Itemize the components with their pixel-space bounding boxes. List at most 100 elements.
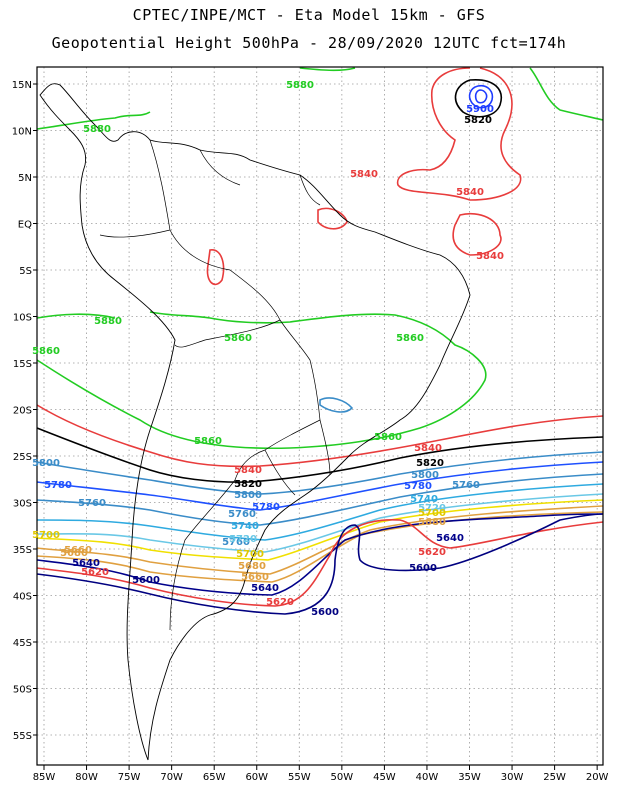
contour-label: 5620 bbox=[418, 547, 446, 558]
south-america-coastline bbox=[39, 83, 471, 761]
country-borders bbox=[99, 139, 331, 631]
contour-label: 5840 bbox=[456, 187, 484, 198]
lat-lon-grid bbox=[37, 67, 603, 765]
lat-label: 55S bbox=[13, 731, 32, 742]
contour-label: 5740 bbox=[231, 521, 259, 532]
lat-label: 45S bbox=[13, 638, 32, 649]
contour-5640 bbox=[36, 513, 604, 596]
contour-label: 5760 bbox=[452, 480, 480, 491]
contour-label: 5640 bbox=[251, 583, 279, 594]
contour-labels: 5880 5880 5880 5860 5860 5860 5860 5860 5840 5840… bbox=[32, 80, 504, 618]
lon-label: 80W bbox=[75, 772, 98, 783]
contour-5820 bbox=[36, 79, 604, 483]
contour-label: 5680 bbox=[238, 561, 266, 572]
contour-label: 5860 bbox=[374, 432, 402, 443]
contour-label: 5600 bbox=[311, 607, 339, 618]
contour-label: 5840 bbox=[234, 465, 262, 476]
contour-label: 5780 bbox=[404, 481, 432, 492]
title-line-2: Geopotential Height 500hPa - 28/09/2020 … bbox=[51, 34, 567, 52]
contour-5600 bbox=[36, 513, 604, 615]
lat-label: 5S bbox=[19, 266, 32, 277]
contour-label: 5700 bbox=[32, 530, 60, 541]
lat-label: 30S bbox=[13, 499, 32, 510]
contour-label: 5640 bbox=[72, 558, 100, 569]
lat-label: 40S bbox=[13, 592, 32, 603]
lat-label: 20S bbox=[13, 406, 32, 417]
lat-label: 10S bbox=[13, 313, 32, 324]
lon-label: 35W bbox=[458, 772, 481, 783]
contour-5900 bbox=[468, 84, 494, 109]
contour-label: 5760 bbox=[78, 498, 106, 509]
contour-5720 bbox=[36, 493, 604, 553]
lat-label: 35S bbox=[13, 545, 32, 556]
contour-label: 5600 bbox=[409, 563, 437, 574]
contour-label: 5800 bbox=[234, 490, 262, 501]
lat-label: 10N bbox=[12, 127, 32, 138]
contour-5760 bbox=[36, 473, 604, 526]
contour-label: 5660 bbox=[64, 545, 92, 556]
map-frame bbox=[36, 66, 604, 766]
contour-5740 bbox=[36, 483, 604, 541]
lon-label: 65W bbox=[203, 772, 226, 783]
contour-5620 bbox=[36, 519, 604, 607]
contour-5860 bbox=[36, 67, 487, 450]
contour-label: 5820 bbox=[234, 479, 262, 490]
contour-label: 5620 bbox=[266, 597, 294, 608]
contour-label: 5780 bbox=[44, 480, 72, 491]
lon-label: 85W bbox=[33, 772, 56, 783]
lon-label: 25W bbox=[543, 772, 566, 783]
title-line-1: CPTEC/INPE/MCT - Eta Model 15km - GFS bbox=[132, 6, 486, 24]
axis-ticks: 85W 80W 75W 70W 65W 60W 55W 50W 45W 40W 35W 30W 25W 2… bbox=[12, 80, 609, 783]
contour-label: 5880 bbox=[83, 124, 111, 135]
contour-label: 5720 bbox=[229, 534, 257, 545]
contour-label: 5880 bbox=[286, 80, 314, 91]
contour-label: 5860 bbox=[194, 436, 222, 447]
contour-label: 5620 bbox=[81, 567, 109, 578]
contour-5840 bbox=[36, 67, 604, 468]
contour-label: 5660 bbox=[241, 572, 269, 583]
contour-label: 5840 bbox=[414, 443, 442, 454]
lon-label: 45W bbox=[373, 772, 396, 783]
contour-5780 bbox=[36, 461, 604, 511]
contour-label: 5860 bbox=[32, 346, 60, 357]
contour-label: 5820 bbox=[416, 458, 444, 469]
lon-label: 75W bbox=[118, 772, 141, 783]
contour-label: 5760 bbox=[222, 537, 250, 548]
lat-label: 50S bbox=[13, 685, 32, 696]
contour-label: 5600 bbox=[132, 575, 160, 586]
contour-label: 5800 bbox=[411, 470, 439, 481]
contour-label: 5840 bbox=[350, 169, 378, 180]
contour-label: 5760 bbox=[228, 509, 256, 520]
lat-label: 15N bbox=[12, 80, 32, 91]
contour-label: 5840 bbox=[476, 251, 504, 262]
contour-label: 5860 bbox=[396, 333, 424, 344]
lat-label: 5N bbox=[18, 173, 32, 184]
lat-label: 25S bbox=[13, 452, 32, 463]
contour-label: 5860 bbox=[224, 333, 252, 344]
contour-label: 5700 bbox=[236, 549, 264, 560]
lon-label: 30W bbox=[501, 772, 524, 783]
lon-label: 20W bbox=[586, 772, 609, 783]
lat-label: 15S bbox=[13, 359, 32, 370]
contour-label: 5740 bbox=[410, 494, 438, 505]
contour-5800 bbox=[36, 397, 604, 495]
contour-label: 5680 bbox=[418, 517, 446, 528]
contour-label: 5700 bbox=[418, 508, 446, 519]
contour-label: 5900 bbox=[466, 104, 494, 115]
lon-label: 40W bbox=[416, 772, 439, 783]
coastline-borders bbox=[39, 83, 471, 761]
contour-label: 5820 bbox=[464, 115, 492, 126]
lon-label: 50W bbox=[331, 772, 354, 783]
lon-label: 70W bbox=[160, 772, 183, 783]
contour-5700 bbox=[36, 499, 604, 561]
contour-5680 bbox=[36, 505, 604, 575]
contour-label: 5640 bbox=[436, 533, 464, 544]
contour-label: 5800 bbox=[32, 458, 60, 469]
lon-label: 60W bbox=[245, 772, 268, 783]
lat-label: EQ bbox=[18, 220, 32, 231]
contour-label: 5680 bbox=[60, 548, 88, 559]
contour-lines bbox=[36, 67, 604, 615]
contour-5880 bbox=[36, 67, 604, 319]
contour-label: 5880 bbox=[94, 316, 122, 327]
